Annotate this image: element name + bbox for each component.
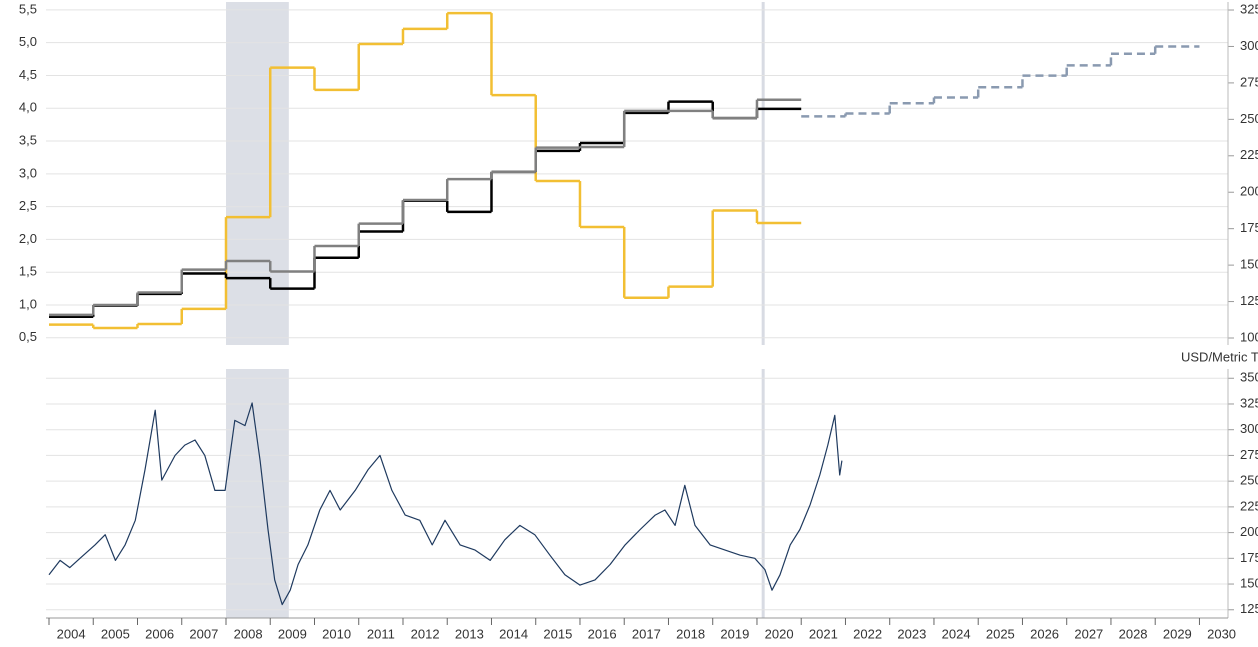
y2-tick-label: 175 — [1240, 220, 1258, 235]
x-tick-label: 2012 — [411, 626, 440, 641]
x-tick-label: 2013 — [455, 626, 484, 641]
y-tick-label: 325 — [1240, 395, 1258, 410]
x-tick-label: 2019 — [720, 626, 749, 641]
y2-tick-label: 200 — [1240, 184, 1258, 199]
x-tick-label: 2017 — [632, 626, 661, 641]
x-tick-label: 2016 — [588, 626, 617, 641]
y2-tick-label: 300 — [1240, 38, 1258, 53]
x-tick-label: 2006 — [145, 626, 174, 641]
x-tick-label: 2005 — [101, 626, 130, 641]
y2-tick-label: 275 — [1240, 74, 1258, 89]
x-tick-label: 2030 — [1207, 626, 1236, 641]
y-tick-label: 1,5 — [19, 264, 37, 279]
x-tick-label: 2025 — [986, 626, 1015, 641]
y-tick-label: 225 — [1240, 498, 1258, 513]
highlight-band — [225, 369, 289, 618]
x-tick-label: 2018 — [676, 626, 705, 641]
x-tick-label: 2028 — [1119, 626, 1148, 641]
x-tick-label: 2022 — [853, 626, 882, 641]
y-tick-label: 0,5 — [19, 329, 37, 344]
axis-unit: USD/Metric T — [1181, 349, 1258, 364]
y2-tick-label: 225 — [1240, 147, 1258, 162]
y-tick-label: 350 — [1240, 370, 1258, 385]
y2-tick-label: 250 — [1240, 111, 1258, 126]
x-tick-label: 2008 — [234, 626, 263, 641]
y-tick-label: 5,0 — [19, 34, 37, 49]
y-tick-label: 2,0 — [19, 231, 37, 246]
y-tick-label: 150 — [1240, 575, 1258, 590]
y-tick-label: 125 — [1240, 601, 1258, 616]
x-tick-label: 2020 — [765, 626, 794, 641]
x-tick-label: 2026 — [1030, 626, 1059, 641]
x-tick-label: 2024 — [942, 626, 971, 641]
y-tick-label: 300 — [1240, 421, 1258, 436]
y-tick-label: 4,5 — [19, 67, 37, 82]
y-tick-label: 3,5 — [19, 132, 37, 147]
x-tick-label: 2029 — [1163, 626, 1192, 641]
y2-tick-label: 125 — [1240, 293, 1258, 308]
y-tick-label: 175 — [1240, 550, 1258, 565]
x-tick-label: 2023 — [897, 626, 926, 641]
y-tick-label: 200 — [1240, 524, 1258, 539]
x-tick-label: 2007 — [189, 626, 218, 641]
x-tick-label: 2009 — [278, 626, 307, 641]
y2-tick-label: 100 — [1240, 329, 1258, 344]
y-tick-label: 250 — [1240, 473, 1258, 488]
x-tick-label: 2011 — [367, 626, 395, 641]
y-tick-label: 4,0 — [19, 100, 37, 115]
x-tick-label: 2015 — [543, 626, 572, 641]
y-tick-label: 5,5 — [19, 1, 37, 16]
y-tick-label: 275 — [1240, 447, 1258, 462]
x-tick-label: 2010 — [322, 626, 351, 641]
y-tick-label: 3,0 — [19, 165, 37, 180]
y-tick-label: 1,0 — [19, 296, 37, 311]
price-line — [48, 402, 843, 606]
y2-tick-label: 150 — [1240, 257, 1258, 272]
y-tick-label: 2,5 — [19, 198, 37, 213]
x-tick-label: 2004 — [57, 626, 86, 641]
x-tick-label: 2014 — [499, 626, 528, 641]
x-tick-label: 2021 — [809, 626, 838, 641]
y2-tick-label: 325 — [1240, 1, 1258, 16]
x-tick-label: 2027 — [1074, 626, 1103, 641]
